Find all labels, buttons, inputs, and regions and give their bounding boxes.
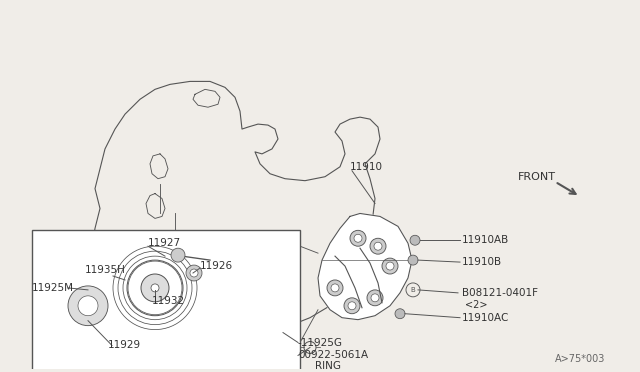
Text: 11910B: 11910B <box>462 257 502 267</box>
Text: 11910AC: 11910AC <box>462 313 509 323</box>
Text: 11910: 11910 <box>350 162 383 172</box>
Text: 11925M: 11925M <box>32 283 74 293</box>
Circle shape <box>367 290 383 306</box>
Circle shape <box>151 284 159 292</box>
Text: 11935H: 11935H <box>85 265 126 275</box>
Circle shape <box>350 230 366 246</box>
Circle shape <box>327 280 343 296</box>
Circle shape <box>370 238 386 254</box>
Text: 11929: 11929 <box>108 340 141 350</box>
Text: FRONT: FRONT <box>518 172 556 182</box>
Circle shape <box>371 294 379 302</box>
Circle shape <box>68 286 108 326</box>
Circle shape <box>354 234 362 242</box>
Polygon shape <box>318 214 412 320</box>
Text: 11927: 11927 <box>148 238 181 248</box>
Text: 11910AB: 11910AB <box>462 235 509 245</box>
Circle shape <box>408 255 418 265</box>
Text: -11925G: -11925G <box>298 337 343 347</box>
Circle shape <box>374 242 382 250</box>
Circle shape <box>190 269 198 277</box>
Circle shape <box>410 235 420 245</box>
Text: 00922-5061A: 00922-5061A <box>298 350 368 360</box>
Text: <2>: <2> <box>465 300 488 310</box>
Circle shape <box>344 298 360 314</box>
Bar <box>32 230 300 372</box>
Text: RING: RING <box>315 361 341 371</box>
Circle shape <box>395 309 405 319</box>
Text: B08121-0401F: B08121-0401F <box>462 288 538 298</box>
Circle shape <box>382 258 398 274</box>
Circle shape <box>348 302 356 310</box>
Circle shape <box>186 265 202 281</box>
Circle shape <box>78 296 98 316</box>
Circle shape <box>141 274 169 302</box>
Circle shape <box>171 248 185 262</box>
Text: 11932: 11932 <box>152 296 185 306</box>
Circle shape <box>386 262 394 270</box>
Text: A>75*003: A>75*003 <box>555 355 605 365</box>
Text: B: B <box>411 287 415 293</box>
Text: 11926: 11926 <box>200 261 233 271</box>
Circle shape <box>331 284 339 292</box>
